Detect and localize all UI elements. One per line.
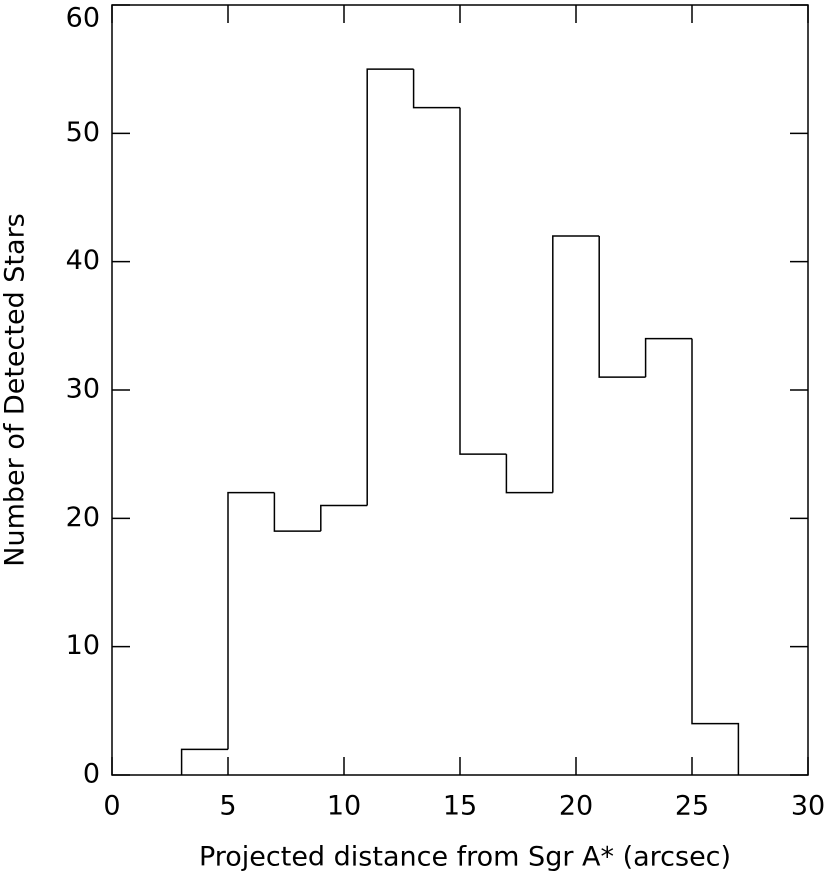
histogram-bar <box>366 68 414 506</box>
y-tick-label: 10 <box>66 630 100 661</box>
x-axis-label: Projected distance from Sgr A* (arcsec) <box>199 842 731 873</box>
histogram-bar <box>505 454 553 494</box>
histogram-bar <box>227 491 275 750</box>
histogram-bar <box>691 338 740 775</box>
x-tick-label: 10 <box>327 791 361 822</box>
y-axis-label: Number of Detected Stars <box>0 213 31 566</box>
x-tick-label: 25 <box>675 791 709 822</box>
y-tick-label: 40 <box>66 245 100 276</box>
x-tick-label: 15 <box>443 791 477 822</box>
histogram-bar <box>273 492 321 532</box>
histogram-bar <box>180 748 228 775</box>
y-tick-label: 0 <box>83 759 100 790</box>
histogram-bar <box>644 337 692 378</box>
x-tick-label: 30 <box>791 791 825 822</box>
histogram-bar <box>598 236 646 378</box>
y-tick-label: 20 <box>66 502 100 533</box>
y-tick-label: 60 <box>66 3 100 34</box>
histogram-bar <box>412 69 460 109</box>
y-tick-label: 30 <box>66 374 100 405</box>
x-tick-label: 20 <box>559 791 593 822</box>
histogram-bar <box>320 504 368 532</box>
x-tick-label: 5 <box>219 791 236 822</box>
histogram-bar <box>459 107 507 455</box>
y-tick-label: 50 <box>66 117 100 148</box>
histogram-bar <box>552 235 600 493</box>
x-tick-label: 0 <box>103 791 120 822</box>
